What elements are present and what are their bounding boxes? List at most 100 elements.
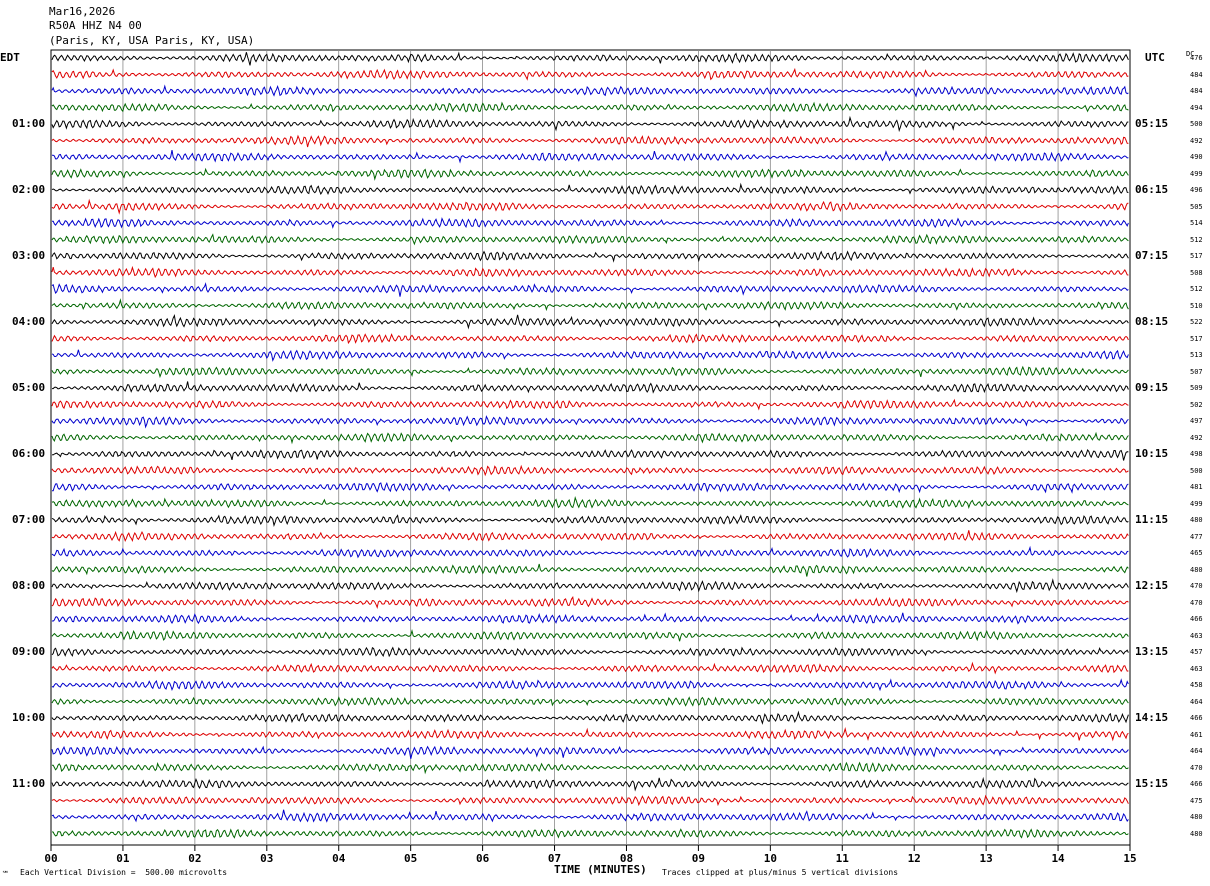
left-hour-label: 05:00 (12, 381, 46, 394)
dc-offset-label: 464 (1190, 697, 1203, 706)
left-hour-label: 01:00 (12, 117, 46, 130)
dc-offset-label: 517 (1190, 252, 1203, 260)
left-hour-label: 04:00 (12, 315, 46, 328)
left-timezone-label: EDT (0, 51, 20, 64)
right-timezone-label: UTC (1145, 51, 1165, 64)
trace-line-12 (51, 233, 1129, 246)
trace-line-36 (51, 628, 1129, 642)
trace-line-1 (51, 51, 1129, 66)
trace-line-48 (51, 828, 1129, 839)
dc-offset-label: 496 (1190, 186, 1203, 194)
x-tick-label: 03 (260, 852, 274, 865)
dc-offset-label: 477 (1190, 532, 1203, 541)
dc-offset-label: 466 (1190, 780, 1203, 788)
right-hour-label: 15:15 (1135, 777, 1169, 790)
left-hour-label: 10:00 (12, 711, 46, 724)
dc-offset-label: 498 (1190, 450, 1203, 458)
trace-line-46 (51, 794, 1129, 807)
trace-line-39 (51, 678, 1129, 692)
right-hour-label: 11:15 (1135, 513, 1169, 526)
dc-offset-label: 512 (1190, 285, 1203, 293)
plot-frame (50, 49, 1131, 846)
dc-offset-label: 480 (1190, 813, 1203, 821)
right-hour-label: 12:15 (1135, 579, 1169, 592)
trace-line-17 (51, 314, 1129, 330)
dc-offset-label: 513 (1190, 351, 1203, 359)
trace-line-45 (51, 776, 1129, 792)
trace-line-40 (51, 696, 1129, 707)
x-tick-label: 05 (404, 852, 418, 865)
trace-line-33 (51, 578, 1129, 594)
dc-offset-label: 466 (1190, 714, 1203, 722)
station-location: (Paris, KY, USA Paris, KY, USA) (49, 34, 255, 47)
trace-line-35 (51, 612, 1129, 625)
right-hour-label: 14:15 (1135, 711, 1169, 724)
trace-line-26 (51, 464, 1129, 477)
x-tick-label: 06 (475, 852, 490, 865)
dc-offset-label: 492 (1190, 136, 1203, 145)
dc-offset-label: 463 (1190, 631, 1203, 640)
trace-line-29 (51, 514, 1129, 527)
trace-line-41 (51, 710, 1129, 725)
dc-offset-label: 481 (1190, 483, 1203, 491)
dc-offset-label: 464 (1190, 747, 1203, 755)
dc-offset-label: 509 (1190, 384, 1203, 392)
dc-offset-label: 470 (1190, 582, 1203, 590)
dc-offset-label: 517 (1190, 334, 1203, 343)
left-hour-label: 09:00 (12, 645, 46, 658)
trace-line-24 (51, 431, 1129, 445)
trace-line-14 (51, 265, 1129, 279)
plot-date: Mar16,2026 (49, 5, 116, 18)
trace-line-4 (51, 101, 1129, 113)
dc-offset-label: 507 (1190, 367, 1203, 376)
x-tick-label: 01 (116, 852, 130, 865)
trace-line-7 (52, 150, 1129, 164)
right-hour-label: 13:15 (1135, 645, 1169, 658)
dc-offset-label: 499 (1190, 169, 1203, 178)
trace-line-47 (51, 809, 1129, 823)
right-hour-label: 08:15 (1135, 315, 1169, 328)
vertical-division-note: Each Vertical Division = 500.00 microvol… (20, 868, 228, 877)
trace-line-32 (51, 563, 1129, 577)
dc-offset-label: 463 (1190, 664, 1203, 673)
dc-offset-label: 492 (1190, 433, 1203, 442)
trace-line-6 (51, 134, 1129, 148)
dc-offset-label: 480 (1190, 829, 1203, 838)
clipping-note: Traces clipped at plus/minus 5 vertical … (662, 868, 899, 877)
dc-offset-label: 470 (1190, 763, 1203, 772)
left-hour-label: 03:00 (12, 249, 46, 262)
trace-line-21 (52, 381, 1129, 394)
corner-mark: ℠ (2, 870, 10, 878)
dc-offset-label: 497 (1190, 417, 1203, 425)
trace-line-13 (51, 250, 1129, 263)
dc-offset-label: 490 (1190, 153, 1203, 161)
right-hour-label: 06:15 (1135, 183, 1169, 196)
left-hour-label: 08:00 (12, 579, 46, 592)
trace-line-11 (52, 217, 1129, 229)
x-tick-label: 13 (979, 852, 993, 865)
trace-line-5 (51, 115, 1129, 133)
x-tick-label: 07 (547, 852, 562, 865)
dc-offset-label: 499 (1190, 499, 1203, 508)
trace-line-2 (51, 67, 1129, 81)
dc-offset-label: 476 (1190, 54, 1203, 62)
trace-line-28 (51, 495, 1129, 510)
right-hour-label: 09:15 (1135, 381, 1169, 394)
x-tick-label: 08 (619, 852, 634, 865)
dc-offset-label: 465 (1190, 549, 1203, 557)
trace-line-9 (51, 182, 1129, 196)
trace-line-25 (51, 448, 1129, 461)
trace-line-15 (51, 282, 1129, 297)
trace-line-34 (51, 596, 1129, 609)
trace-line-31 (51, 545, 1129, 559)
dc-offset-label: 480 (1190, 565, 1203, 574)
trace-line-10 (51, 198, 1129, 215)
x-tick-label: 11 (835, 852, 849, 865)
dc-offset-label: 500 (1190, 466, 1203, 475)
dc-offset-label: 512 (1190, 235, 1203, 244)
x-tick-label: 14 (1051, 852, 1065, 865)
trace-line-44 (52, 761, 1129, 775)
left-hour-label: 11:00 (12, 777, 46, 790)
dc-offset-label: 510 (1190, 301, 1203, 310)
right-hour-label: 05:15 (1135, 117, 1169, 130)
